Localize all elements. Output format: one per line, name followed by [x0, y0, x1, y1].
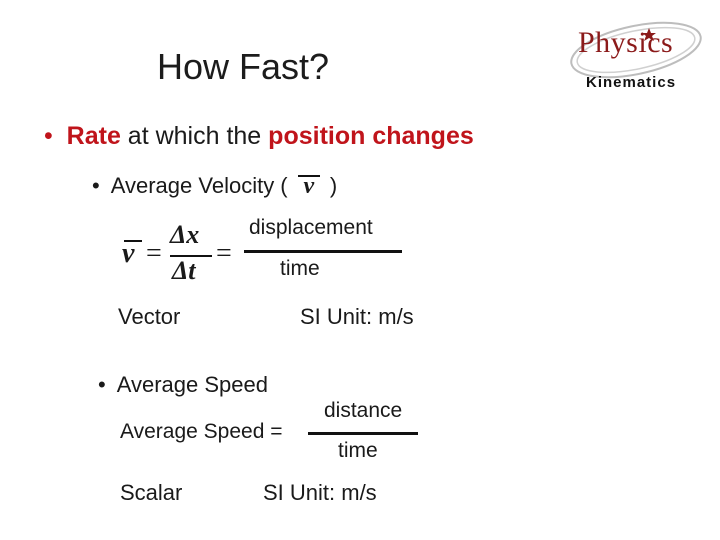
speed-lhs: Average Speed = [120, 420, 283, 443]
velocity-heading-pre: Average Velocity ( [110, 173, 288, 198]
page-title: How Fast? [157, 46, 330, 87]
bullet-rate-position: position changes [268, 122, 474, 150]
formula-lhs: v [122, 238, 135, 269]
speed-unit: SI Unit: m/s [263, 480, 377, 505]
speed-fraction-line [308, 432, 418, 435]
velocity-type: Vector [118, 304, 181, 329]
velocity-unit: SI Unit: m/s [300, 304, 414, 329]
speed-heading-text: Average Speed [116, 372, 268, 397]
velocity-heading: • Average Velocity ( v ) [92, 173, 337, 200]
logo-subtitle: Kinematics [586, 74, 677, 91]
bullet-rate: • Rate at which the position changes [44, 122, 474, 151]
bullet-dot-icon: • [92, 173, 100, 198]
vbar-icon [297, 175, 320, 177]
velocity-numerator: displacement [249, 216, 373, 239]
bullet-dot-icon: • [98, 372, 106, 397]
speed-heading: • Average Speed [98, 372, 268, 398]
speed-denominator: time [338, 439, 378, 462]
bullet-dot-icon: • [44, 122, 53, 150]
logo-word: Physics [578, 26, 674, 59]
formula-numerator: Δx [170, 220, 200, 249]
velocity-denominator: time [280, 257, 320, 280]
formula-fraction-line [170, 255, 212, 257]
speed-numerator: distance [324, 399, 403, 422]
velocity-fraction-line [244, 250, 402, 253]
velocity-formula: v = Δx Δt = [120, 218, 240, 290]
vbar-icon [124, 240, 142, 242]
speed-type: Scalar [120, 480, 183, 505]
bullet-rate-mid: at which the [120, 122, 269, 150]
formula-equals: = [146, 238, 162, 269]
formula-denominator: Δt [172, 256, 196, 285]
bullet-rate-word: Rate [66, 122, 121, 150]
formula-equals-2: = [216, 238, 232, 269]
velocity-heading-post: ) [329, 173, 338, 198]
logo-swoosh-icon [570, 21, 702, 79]
physics-logo: Physics Kinematics [566, 16, 706, 96]
velocity-symbol: v [303, 173, 315, 199]
